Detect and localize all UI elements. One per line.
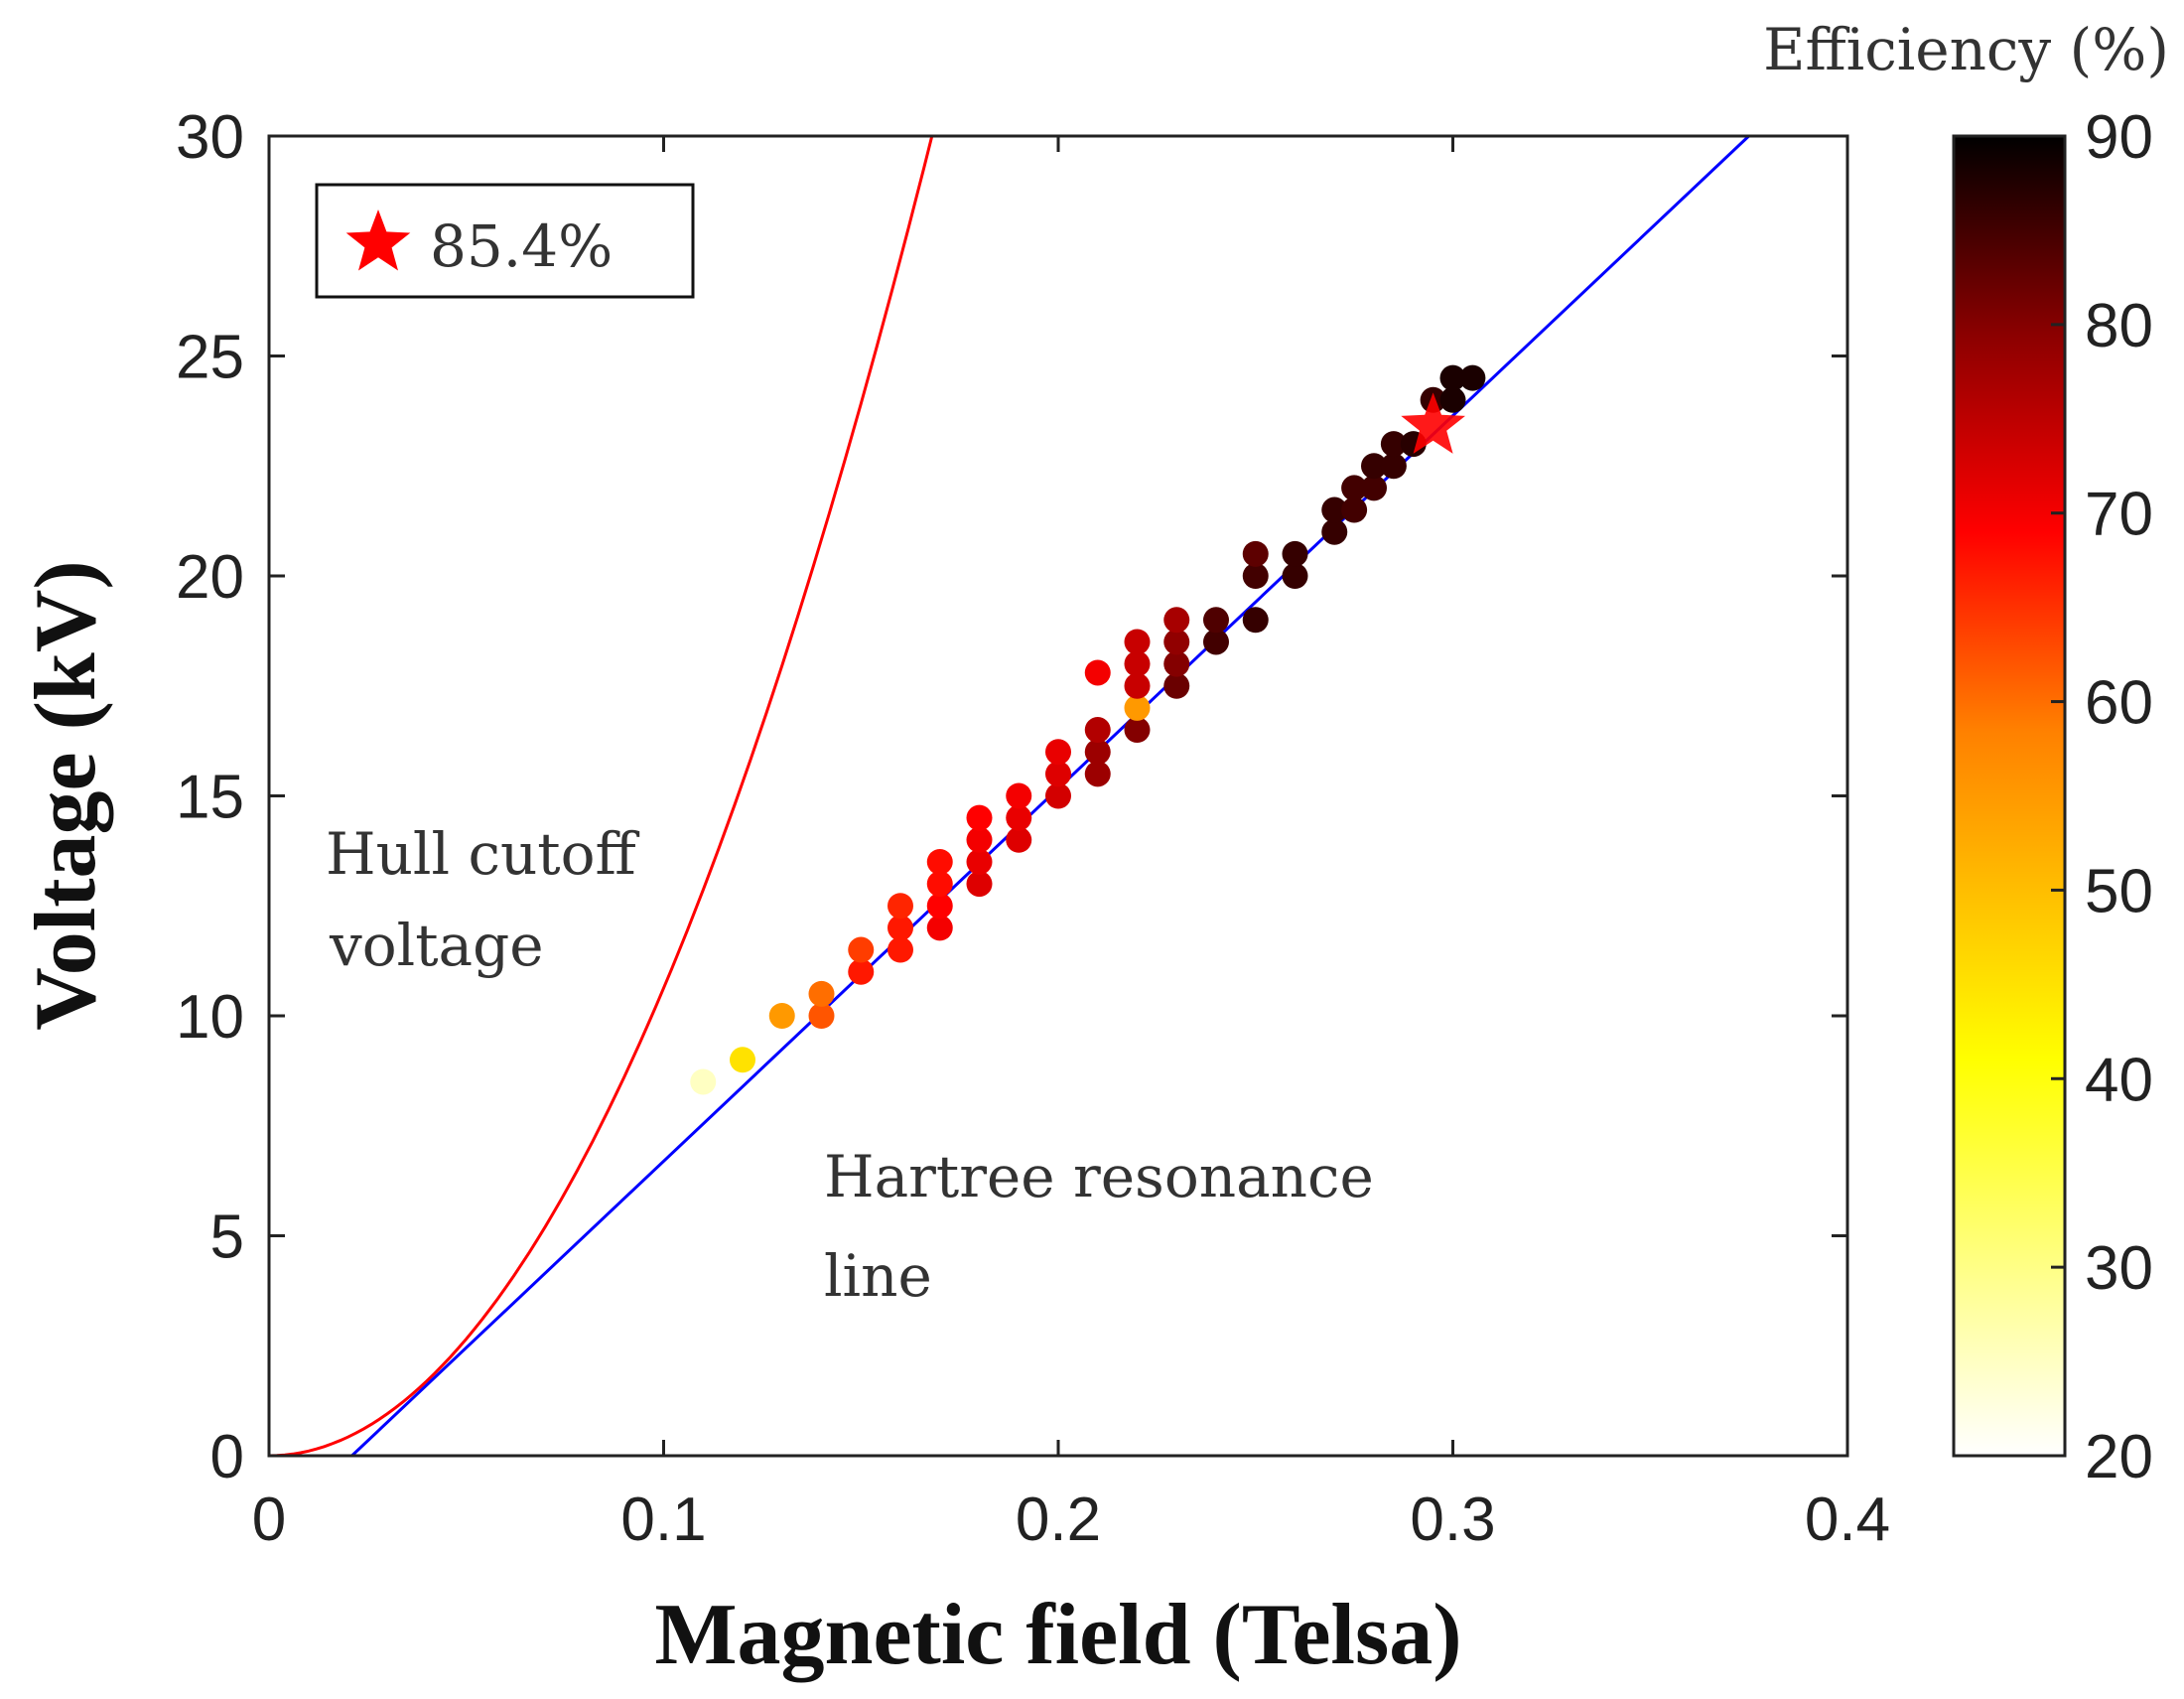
colorbar-tick-label: 90 [2085,103,2153,172]
data-point [768,1003,795,1029]
data-point [848,958,875,985]
data-point [1006,804,1032,831]
data-point [1045,739,1071,766]
data-point [1341,496,1368,523]
data-point [966,871,993,898]
data-point [966,804,993,831]
data-point [808,980,835,1007]
data-point [926,893,953,920]
data-point [1163,607,1190,634]
colorbar-tick-label: 30 [2085,1234,2153,1303]
hartree-annotation-line1: Hartree resonance [824,1143,1374,1210]
data-point [1084,761,1111,787]
plot-frame [267,134,1849,1458]
data-point [1124,650,1151,677]
y-axis-label: Voltage (kV) [18,560,114,1030]
data-point [1242,607,1269,634]
y-tick-label: 5 [210,1203,244,1272]
y-tick-label: 20 [176,543,244,612]
x-tick-label: 0.4 [1805,1486,1890,1554]
data-point [887,915,913,941]
hull-annotation-line2: voltage [329,912,544,979]
data-point [1282,540,1308,567]
data-point [1439,386,1466,413]
best-efficiency-star [1401,392,1465,454]
data-point [1045,761,1071,787]
y-tick-label: 10 [176,983,244,1052]
x-tick-label: 0 [252,1486,286,1554]
data-point [1341,475,1368,501]
data-point [1124,672,1151,699]
data-point [730,1047,755,1073]
y-tick-label: 0 [210,1423,244,1491]
data-point [690,1068,717,1095]
colorbar-title: Efficiency (%) [1763,16,2169,83]
data-point [966,826,993,853]
data-point [1361,453,1387,480]
data-point [1242,563,1269,589]
data-point [1124,717,1151,744]
data-point [966,848,993,875]
data-point [1006,826,1032,853]
data-point [887,936,913,963]
data-point [887,893,913,920]
data-point [1203,629,1229,655]
y-tick-label: 15 [176,764,244,832]
colorbar-tick-label: 20 [2085,1423,2153,1491]
data-point [1380,453,1407,480]
data-point [1321,496,1348,523]
legend-label: 85.4% [430,212,613,280]
data-point [808,1003,835,1029]
y-tick-label: 30 [176,103,244,172]
data-point [1439,364,1466,391]
data-point [1084,739,1111,766]
data-point [1045,782,1071,809]
data-point [1282,563,1308,589]
data-point [926,848,953,875]
data-point [1242,540,1269,567]
legend: 85.4% [315,183,695,299]
y-tick-label: 25 [176,324,244,392]
data-point [848,936,875,963]
data-point [1124,629,1151,655]
data-point [1361,475,1387,501]
hull-annotation-line1: Hull cutoff [326,820,640,888]
colorbar [1952,134,2067,1458]
colorbar-tick-label: 50 [2085,857,2153,925]
colorbar-tick-label: 60 [2085,669,2153,738]
x-tick-label: 0.3 [1410,1486,1495,1554]
data-point [1203,607,1229,634]
data-point [1084,717,1111,744]
data-point [1006,782,1032,809]
legend-star-icon [345,210,411,271]
data-point [1163,650,1190,677]
colorbar-tick-label: 40 [2085,1046,2153,1114]
data-point [1163,629,1190,655]
data-point [926,871,953,898]
data-point [926,915,953,941]
data-point [1321,518,1348,545]
data-point [1124,694,1151,721]
data-point [1380,431,1407,458]
hull-cutoff-curve [269,136,934,1456]
colorbar-tick-label: 80 [2085,292,2153,360]
data-point [1459,364,1486,391]
colorbar-tick-label: 70 [2085,481,2153,549]
data-point [1163,672,1190,699]
hartree-annotation-line2: line [824,1242,932,1310]
data-point [1084,659,1111,686]
x-axis-label: Magnetic field (Telsa) [654,1587,1461,1683]
x-tick-label: 0.2 [1016,1486,1101,1554]
x-tick-label: 0.1 [620,1486,706,1554]
